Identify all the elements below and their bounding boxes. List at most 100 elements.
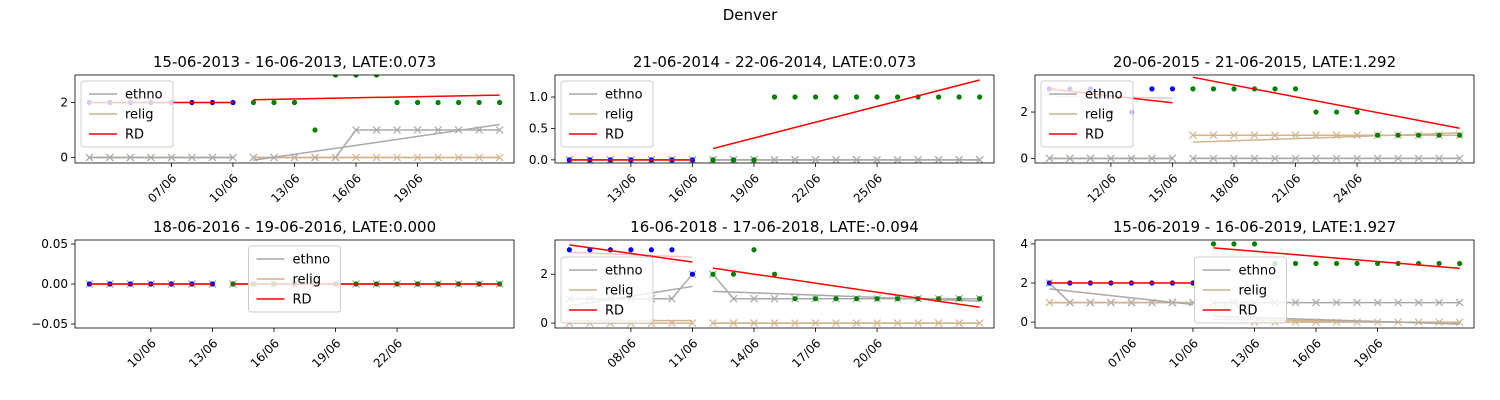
- y-tick-label: 0.05: [41, 237, 68, 251]
- outcome-dot-post: [812, 94, 819, 100]
- legend-ethno-label: ethno: [1085, 88, 1123, 103]
- ethno-marker: [1455, 298, 1464, 307]
- outcome-dot-post: [312, 127, 318, 133]
- outcome-dot-post: [373, 75, 380, 78]
- relig-marker: [1189, 131, 1197, 140]
- rd-line-post: [712, 79, 980, 150]
- rd-line-post: [1192, 76, 1460, 129]
- outcome-dot-post: [1395, 132, 1401, 138]
- x-tick-label: 17/06: [789, 336, 823, 370]
- outcome-dot-pre: [1169, 86, 1176, 92]
- outcome-dot-post: [332, 75, 339, 78]
- outcome-dot-post: [1210, 241, 1217, 247]
- x-tick-label: 19/06: [1351, 336, 1385, 370]
- panel-4: 18-06-2016 - 19-06-2016, LATE:0.000 10/06…: [31, 218, 515, 371]
- panel-5: 16-06-2018 - 17-06-2018, LATE:-0.094 08/0…: [540, 218, 995, 371]
- x-tick-label: 14/06: [728, 336, 762, 370]
- legend-ethno-label: ethno: [1239, 264, 1277, 279]
- ethno-marker: [372, 126, 381, 134]
- y-tick-label: 0: [60, 151, 68, 165]
- legend-box: [1040, 80, 1134, 148]
- panel-6: 15-06-2019 - 16-06-2019, LATE:1.927 07/06…: [1020, 218, 1475, 371]
- ethno-marker: [668, 294, 676, 303]
- outcome-dot-post: [1354, 260, 1360, 267]
- x-tick-label: 16/06: [1290, 336, 1324, 370]
- ethno-marker: [729, 294, 738, 303]
- outcome-dot-post: [497, 99, 503, 106]
- ethno-fit-post: [253, 123, 500, 161]
- outcome-dot-post: [435, 99, 441, 106]
- x-tick-label: 07/06: [145, 171, 179, 205]
- rd-line-post: [712, 267, 980, 308]
- legend: ethno relig RD: [560, 80, 654, 148]
- x-tick-label: 21/06: [1269, 171, 1303, 205]
- panel-title: 15-06-2013 - 16-06-2013, LATE:0.073: [153, 53, 436, 71]
- outcome-dot-post: [1436, 260, 1442, 267]
- x-tick-label: 24/06: [1331, 171, 1365, 205]
- ethno-marker: [393, 126, 401, 134]
- y-tick-label: 0.00: [41, 277, 68, 291]
- plot-area: [85, 75, 504, 162]
- outcome-dot-post: [1374, 132, 1381, 138]
- outcome-dot-pre: [689, 157, 696, 163]
- legend-ethno-label: ethno: [293, 253, 331, 268]
- relig-marker: [1353, 131, 1361, 140]
- outcome-dot-post: [894, 296, 901, 302]
- ethno-marker: [750, 294, 758, 303]
- outcome-dot-post: [1190, 86, 1196, 92]
- outcome-dot-post: [456, 99, 462, 106]
- y-tick-label: 2: [540, 267, 548, 281]
- ethno-marker: [1332, 298, 1341, 307]
- ethno-fit-pre: [1049, 288, 1194, 306]
- x-tick-label: 07/06: [1105, 336, 1139, 370]
- relig-marker: [1291, 131, 1300, 140]
- legend: ethno relig RD: [248, 245, 341, 313]
- legend: ethno relig RD: [560, 256, 654, 324]
- x-tick-label: 10/06: [1167, 336, 1201, 370]
- outcome-dot-post: [833, 296, 839, 302]
- outcome-dot-post: [894, 94, 901, 100]
- outcome-dot-post: [1416, 132, 1422, 138]
- legend-ethno-label: ethno: [605, 88, 643, 103]
- outcome-dot-post: [710, 157, 716, 163]
- x-tick-label: 20/06: [851, 336, 885, 370]
- panel-title: 18-06-2016 - 19-06-2016, LATE:0.000: [153, 218, 436, 236]
- relig-marker: [1250, 131, 1259, 140]
- ethno-fit-post: [712, 290, 980, 302]
- outcome-dot-post: [414, 99, 421, 106]
- x-tick-label: 18/06: [1208, 171, 1242, 205]
- axes-frame: [554, 239, 995, 329]
- rd-line-pre: [569, 244, 693, 263]
- outcome-dot-post: [730, 157, 737, 163]
- outcome-dot-post: [1313, 260, 1319, 267]
- outcome-dot-post: [771, 94, 778, 100]
- plot-area: [565, 79, 984, 163]
- rd-line-post: [1213, 247, 1460, 270]
- plot-area: [565, 244, 984, 328]
- outcome-dot-post: [936, 94, 942, 100]
- legend-rd-label: RD: [1239, 304, 1258, 319]
- x-tick-label: 16/06: [330, 171, 364, 205]
- legend-relig-label: relig: [605, 108, 634, 123]
- legend-relig-label: relig: [605, 284, 634, 299]
- outcome-dot-post: [394, 99, 400, 106]
- rd-line-post: [253, 94, 500, 101]
- outcome-dot-post: [1313, 109, 1319, 115]
- ethno-marker: [413, 126, 422, 134]
- outcome-dot-post: [751, 157, 757, 163]
- outcome-dot-post: [977, 296, 983, 302]
- outcome-dot-post: [874, 94, 880, 100]
- x-tick-label: 25/06: [851, 171, 885, 205]
- outcome-dot-pre: [566, 247, 572, 253]
- outcome-dot-pre: [689, 271, 696, 277]
- y-tick-label: 4: [1020, 237, 1028, 251]
- outcome-dot-post: [936, 296, 942, 302]
- panel-title: 15-06-2019 - 16-06-2019, LATE:1.927: [1113, 218, 1396, 236]
- outcome-dot-post: [1457, 260, 1463, 267]
- x-tick-label: 11/06: [666, 336, 700, 370]
- outcome-dot-post: [476, 99, 482, 106]
- ethno-line-pre: [1048, 282, 1193, 304]
- legend-rd-label: RD: [293, 293, 312, 308]
- ethno-marker: [770, 294, 779, 303]
- figure-title: Denver: [723, 6, 778, 24]
